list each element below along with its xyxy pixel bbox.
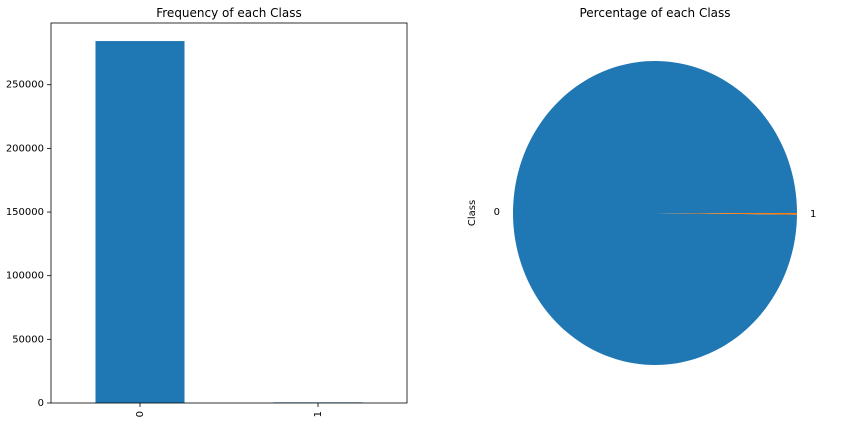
- pie-label-1: 1: [810, 209, 816, 220]
- y-tick-label: 250000: [6, 80, 44, 91]
- bar-chart-axes-frame: [50, 22, 408, 404]
- pie-label-0: 0: [494, 207, 500, 218]
- x-tick-label: 1: [313, 411, 324, 417]
- pie-chart-slices: [513, 60, 797, 365]
- x-tick-label: 0: [135, 411, 146, 417]
- bar-chart-bars: [95, 41, 363, 404]
- pie-chart-y-label: Class: [467, 200, 478, 226]
- y-tick-label: 150000: [6, 207, 44, 218]
- pie-slice-1: [655, 213, 797, 215]
- pie-chart-title: Percentage of each Class: [579, 6, 730, 20]
- y-tick-label: 0: [38, 398, 44, 409]
- y-tick-label: 50000: [12, 334, 44, 345]
- y-tick-label: 200000: [6, 143, 44, 154]
- pie-slice-0: [513, 60, 797, 365]
- bar-chart-title: Frequency of each Class: [156, 6, 302, 20]
- bar-chart: Frequency of each Class 0 50000 100000 1500…: [6, 6, 408, 417]
- y-tick-label: 100000: [6, 271, 44, 282]
- bar-chart-y-axis: 0 50000 100000 150000 200000 250000: [6, 80, 51, 409]
- bar-class-0: [95, 41, 185, 404]
